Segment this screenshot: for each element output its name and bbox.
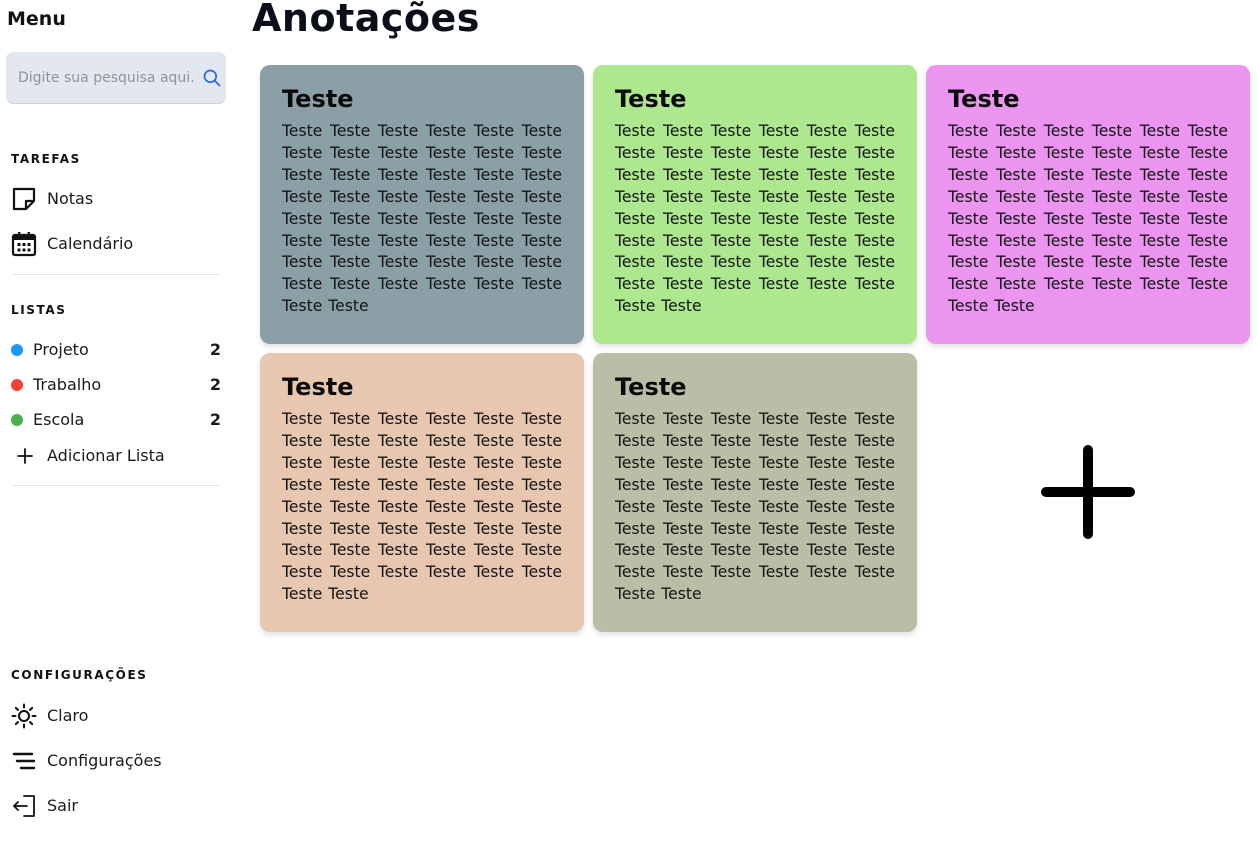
divider <box>11 274 220 275</box>
add-list-label: Adicionar Lista <box>47 446 165 465</box>
search-icon[interactable] <box>202 68 222 88</box>
list-color-dot <box>11 379 23 391</box>
note-card[interactable]: Teste Teste Teste Teste Teste Teste Test… <box>926 65 1250 344</box>
logout-button[interactable]: Sair <box>11 790 221 822</box>
note-card[interactable]: Teste Teste Teste Teste Teste Teste Test… <box>593 65 917 344</box>
note-card[interactable]: Teste Teste Teste Teste Teste Teste Test… <box>593 353 917 632</box>
menu-title: Menu <box>7 8 66 30</box>
list-item-label: Projeto <box>33 340 89 359</box>
list-item-label: Escola <box>33 410 85 429</box>
plus-icon <box>17 448 33 464</box>
note-card[interactable]: Teste Teste Teste Teste Teste Teste Test… <box>260 65 584 344</box>
add-list-button[interactable]: Adicionar Lista <box>11 440 221 472</box>
add-note-plus-icon[interactable] <box>1036 440 1140 544</box>
list-item-projeto[interactable]: Projeto 2 <box>11 337 221 363</box>
menu-lines-icon <box>12 752 36 770</box>
sticky-note-icon <box>12 187 36 211</box>
note-title: Teste <box>615 85 687 113</box>
search-input[interactable] <box>18 66 194 90</box>
note-card[interactable]: Teste Teste Teste Teste Teste Teste Test… <box>260 353 584 632</box>
calendar-icon <box>11 232 37 257</box>
search-box <box>6 52 226 104</box>
note-body: Teste Teste Teste Teste Teste Teste Test… <box>948 122 1228 316</box>
sun-icon <box>11 703 37 729</box>
sidebar-item-label: Calendário <box>47 234 134 253</box>
list-item-count: 2 <box>209 340 221 359</box>
list-item-trabalho[interactable]: Trabalho 2 <box>11 372 221 398</box>
divider <box>11 485 220 486</box>
list-item-escola[interactable]: Escola 2 <box>11 407 221 433</box>
page-title: Anotações <box>252 0 480 40</box>
note-title: Teste <box>282 85 354 113</box>
note-title: Teste <box>948 85 1020 113</box>
note-body: Teste Teste Teste Teste Teste Teste Test… <box>282 410 562 604</box>
sidebar-item-label: Configurações <box>47 751 162 770</box>
list-color-dot <box>11 414 23 426</box>
sidebar-item-notas[interactable]: Notas <box>11 183 221 215</box>
note-title: Teste <box>615 373 687 401</box>
sidebar-item-configuracoes[interactable]: Configurações <box>11 745 221 777</box>
sidebar-item-label: Sair <box>47 796 78 815</box>
list-item-count: 2 <box>209 375 221 394</box>
note-body: Teste Teste Teste Teste Teste Teste Test… <box>282 122 562 316</box>
lists-section-title: LISTAS <box>11 303 67 317</box>
sidebar-item-label: Notas <box>47 189 94 208</box>
sidebar-item-calendario[interactable]: Calendário <box>11 228 221 260</box>
settings-section-title: CONFIGURAÇÕES <box>11 668 148 682</box>
logout-icon <box>13 795 35 817</box>
list-item-label: Trabalho <box>33 375 102 394</box>
theme-toggle-claro[interactable]: Claro <box>11 700 221 732</box>
sidebar: Menu TAREFAS Notas Calendário <box>0 0 232 853</box>
tasks-section-title: TAREFAS <box>11 152 81 166</box>
note-title: Teste <box>282 373 354 401</box>
note-body: Teste Teste Teste Teste Teste Teste Test… <box>615 122 895 316</box>
sidebar-item-label: Claro <box>47 706 89 725</box>
list-color-dot <box>11 344 23 356</box>
note-body: Teste Teste Teste Teste Teste Teste Test… <box>615 410 895 604</box>
list-item-count: 2 <box>209 410 221 429</box>
